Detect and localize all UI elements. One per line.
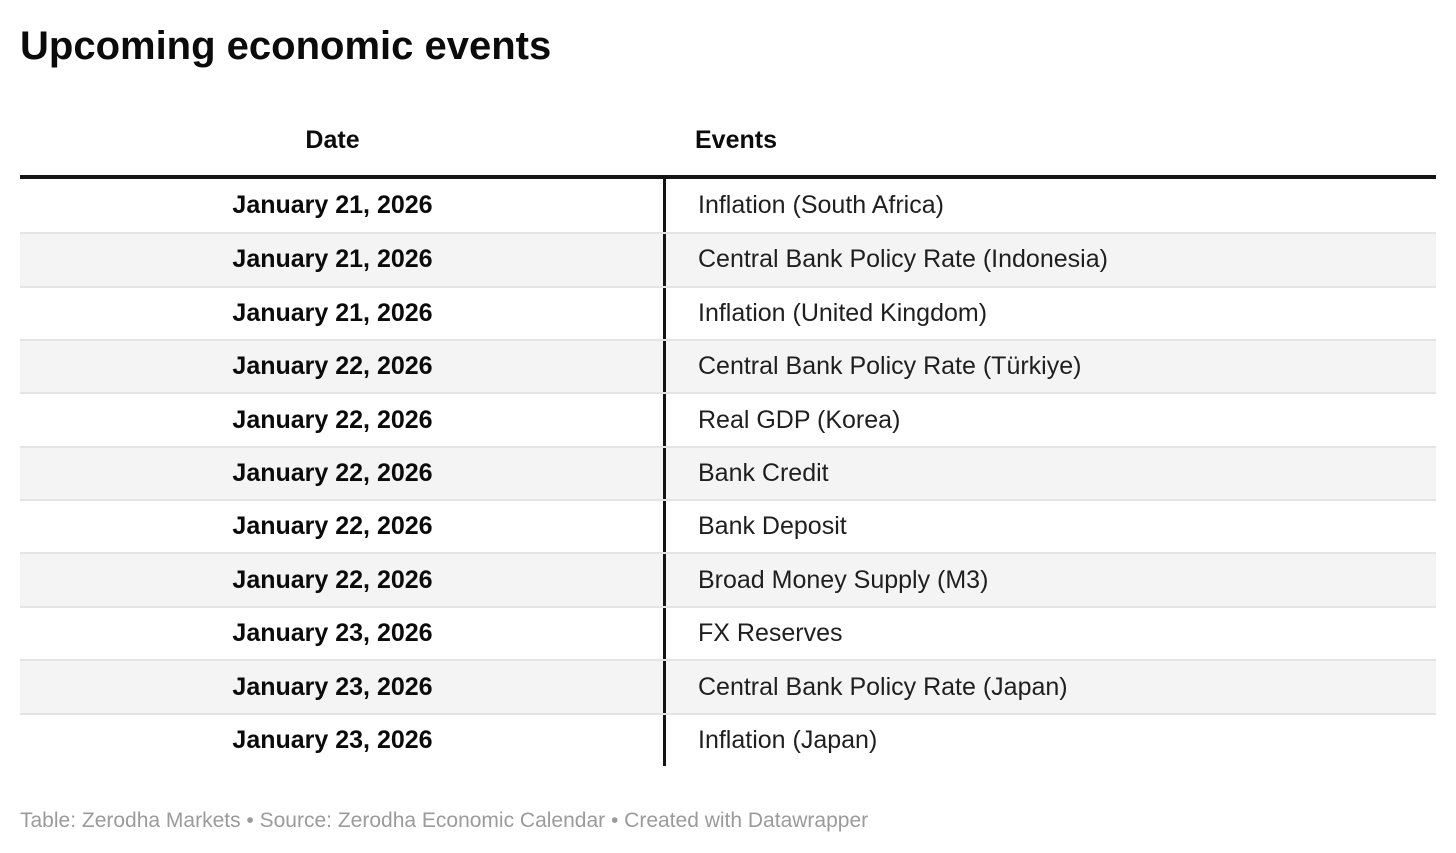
date-cell: January 22, 2026 [232,459,433,488]
column-header-date: Date [305,126,360,154]
column-header-events: Events [695,126,777,154]
date-cell: January 23, 2026 [232,725,433,754]
date-cell: January 21, 2026 [232,245,433,274]
event-cell: Central Bank Policy Rate (Türkiye) [663,340,1436,393]
event-cell: Inflation (South Africa) [663,178,1436,233]
table-row: January 22, 2026 Central Bank Policy Rat… [20,338,1436,393]
table-row: January 21, 2026 Central Bank Policy Rat… [20,232,1436,286]
table-row: January 21, 2026 Inflation (United Kingd… [20,285,1436,339]
event-cell: Central Bank Policy Rate (Indonesia) [663,234,1436,286]
event-cell: Bank Deposit [663,501,1436,553]
table-row: January 23, 2026 Inflation (Japan) [20,712,1436,767]
events-table: Date Events January 21, 2026 Inflation (… [20,126,1436,767]
date-cell: January 23, 2026 [232,619,433,648]
table-footer-attribution: Table: Zerodha Markets • Source: Zerodha… [20,809,869,833]
table-row: January 23, 2026 FX Reserves [20,605,1436,660]
table-body: January 21, 2026 Inflation (South Africa… [20,178,1436,767]
table-row: January 22, 2026 Bank Deposit [20,499,1436,553]
event-cell: Inflation (United Kingdom) [663,287,1436,339]
table-header-row: Date Events [20,126,1436,179]
event-cell: Bank Credit [663,447,1436,500]
date-cell: January 23, 2026 [232,672,433,701]
date-cell: January 22, 2026 [232,565,433,594]
table-row: January 22, 2026 Bank Credit [20,445,1436,500]
event-cell: Broad Money Supply (M3) [663,554,1436,606]
date-cell: January 21, 2026 [232,191,433,220]
event-cell: Real GDP (Korea) [663,394,1436,446]
date-cell: January 21, 2026 [232,298,433,327]
table-row: January 22, 2026 Broad Money Supply (M3) [20,552,1436,606]
date-cell: January 22, 2026 [232,512,433,541]
table-row: January 21, 2026 Inflation (South Africa… [20,178,1436,233]
event-cell: Inflation (Japan) [663,714,1436,767]
page-title: Upcoming economic events [20,24,552,68]
date-cell: January 22, 2026 [232,352,433,381]
date-cell: January 22, 2026 [232,405,433,434]
event-cell: Central Bank Policy Rate (Japan) [663,661,1436,713]
table-row: January 22, 2026 Real GDP (Korea) [20,392,1436,446]
table-row: January 23, 2026 Central Bank Policy Rat… [20,659,1436,713]
event-cell: FX Reserves [663,607,1436,660]
